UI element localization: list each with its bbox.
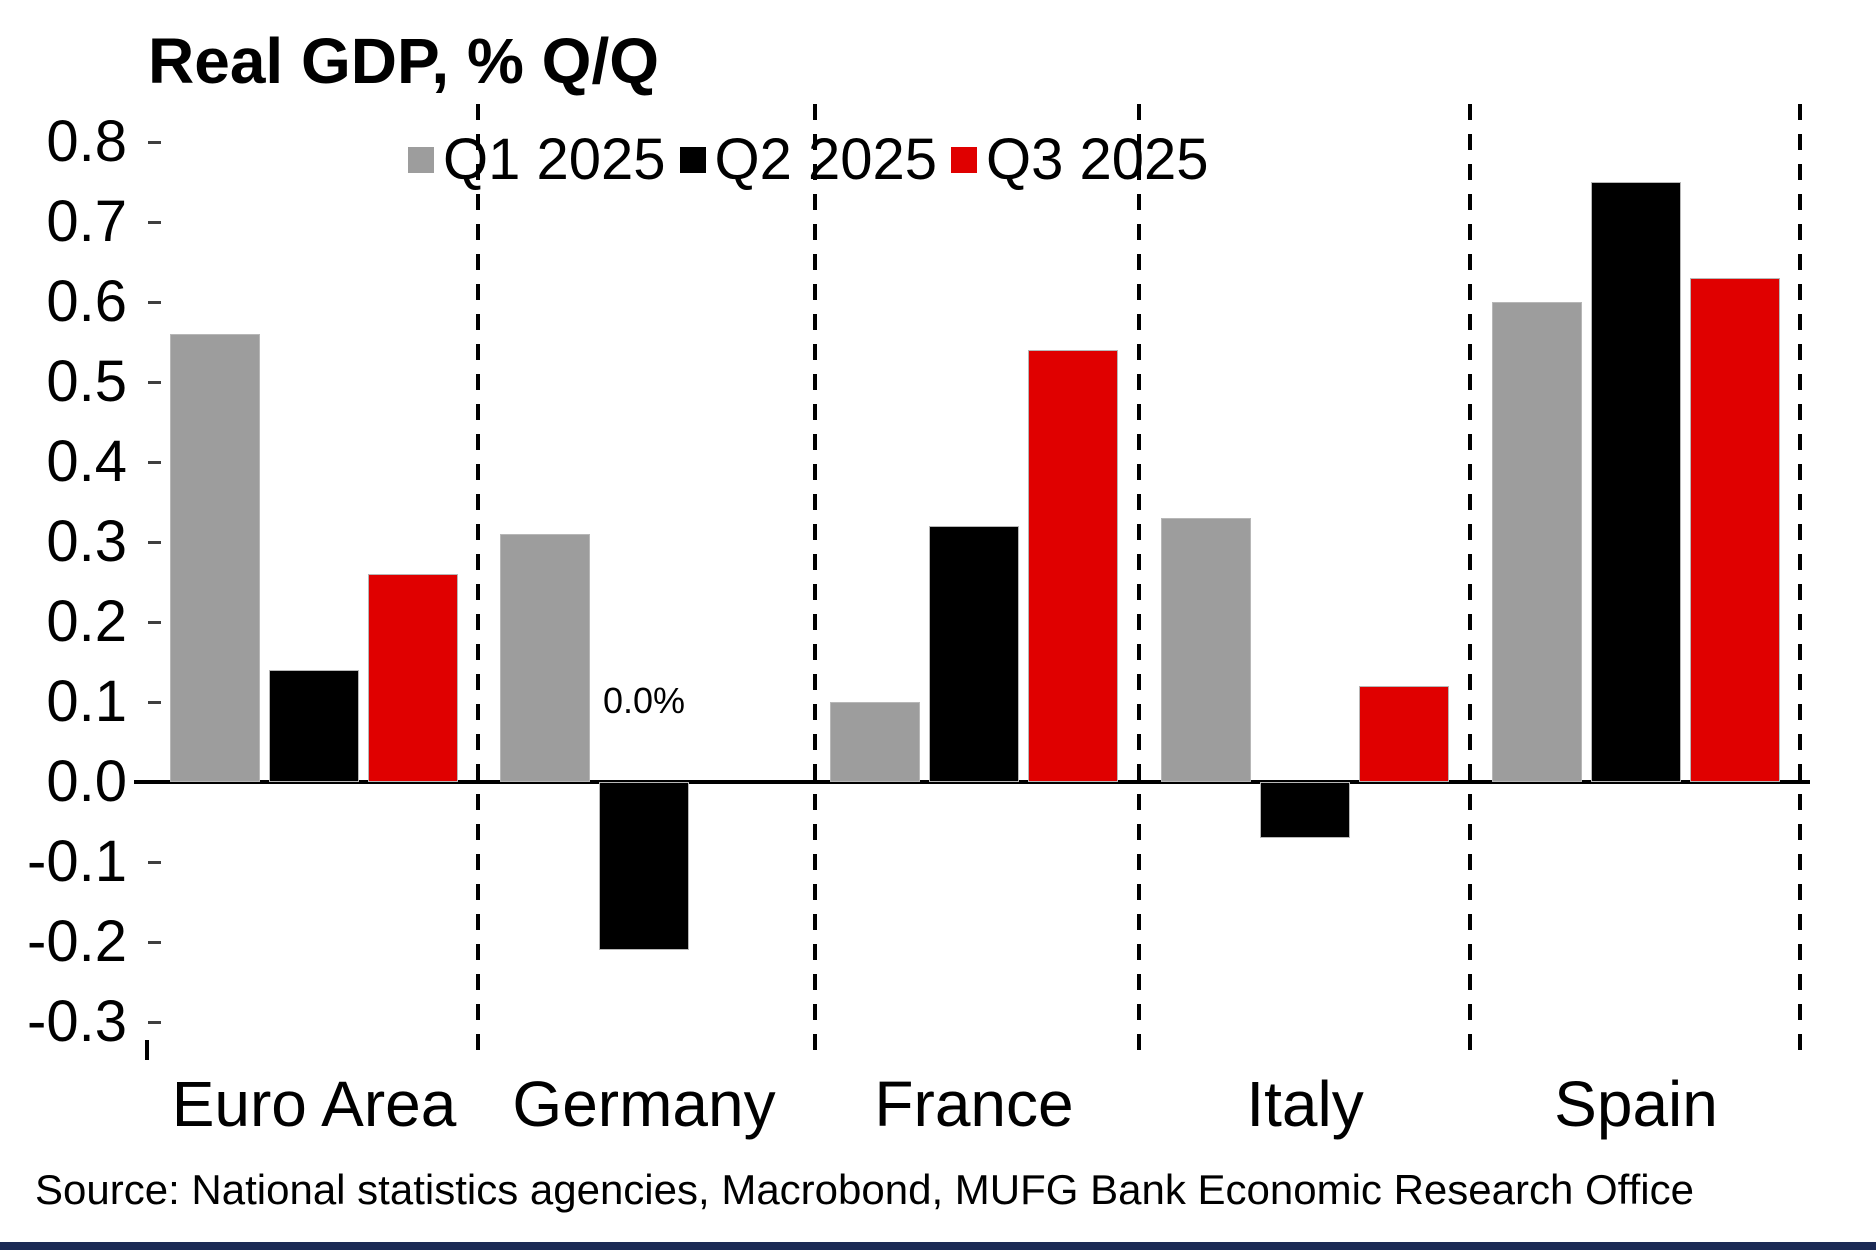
- y-axis-tick-mark: [148, 380, 161, 384]
- y-axis-tick-label: 0.5: [46, 349, 127, 414]
- y-axis-tick-mark: [148, 540, 161, 544]
- bar-germany-q1-2025: [500, 534, 590, 782]
- bar-italy-q3-2025: [1359, 686, 1449, 782]
- y-axis-tick-mark: [148, 140, 161, 144]
- x-axis-zero-line: [134, 780, 1810, 784]
- x-axis-label-spain: Spain: [1554, 1068, 1718, 1140]
- bar-euro-area-q3-2025: [368, 574, 458, 782]
- y-axis-tick-mark: [148, 460, 161, 464]
- legend-item-q1: Q1 2025: [408, 126, 666, 193]
- y-axis-tick-mark: [148, 860, 161, 864]
- category-separator-line: [476, 104, 480, 1058]
- y-axis-tick-label: 0.0: [46, 749, 127, 814]
- bar-spain-q1-2025: [1492, 302, 1582, 782]
- y-axis-tick-mark: [148, 300, 161, 304]
- y-axis-tick-mark: [148, 700, 161, 704]
- category-separator-line: [813, 104, 817, 1058]
- y-axis-tick-label: 0.4: [46, 429, 127, 494]
- x-axis-label-euro-area: Euro Area: [171, 1068, 457, 1140]
- y-axis-tick-label: 0.7: [46, 189, 127, 254]
- annotation-germany-q3-2025: 0.0%: [602, 680, 686, 721]
- bar-france-q2-2025: [929, 526, 1019, 782]
- category-separator-line: [1798, 104, 1802, 1058]
- y-axis-tick-label: 0.1: [46, 669, 127, 734]
- x-axis-label-germany: Germany: [512, 1068, 776, 1140]
- y-axis-tick-label: -0.1: [27, 829, 127, 894]
- x-axis-label-france: France: [874, 1068, 1074, 1140]
- y-axis-tick-label: 0.3: [46, 509, 127, 574]
- x-axis-label-italy: Italy: [1246, 1068, 1364, 1140]
- bar-italy-q2-2025: [1260, 782, 1350, 838]
- source-text: Source: National statistics agencies, Ma…: [35, 1166, 1694, 1213]
- legend-swatch-q3: [951, 146, 978, 173]
- y-axis-tick-label: -0.2: [27, 909, 127, 974]
- bar-france-q3-2025: [1028, 350, 1118, 782]
- bar-euro-area-q1-2025: [170, 334, 260, 782]
- bar-france-q1-2025: [830, 702, 920, 782]
- legend-label-q2: Q2 2025: [714, 127, 938, 192]
- chart-title: Real GDP, % Q/Q: [148, 25, 659, 97]
- y-axis-tick-label: -0.3: [27, 989, 127, 1054]
- bar-italy-q1-2025: [1161, 518, 1251, 782]
- category-separator-line: [1137, 104, 1141, 1058]
- legend-item-q3: Q3 2025: [951, 126, 1209, 193]
- bar-euro-area-q2-2025: [269, 670, 359, 782]
- y-axis-tick-label: 0.6: [46, 269, 127, 334]
- bar-germany-q2-2025: [599, 782, 689, 950]
- bar-spain-q3-2025: [1690, 278, 1780, 782]
- bottom-rule: [0, 1242, 1876, 1250]
- category-separator-line: [1468, 104, 1472, 1058]
- legend-label-q3: Q3 2025: [986, 127, 1209, 192]
- legend-swatch-q2: [679, 146, 706, 173]
- y-axis-tick-label: 0.8: [46, 109, 127, 174]
- legend-label-q1: Q1 2025: [443, 127, 666, 192]
- bar-spain-q2-2025: [1591, 182, 1681, 782]
- y-axis-tick-mark: [148, 1020, 161, 1024]
- legend-item-q2: Q2 2025: [679, 126, 938, 193]
- legend: Q1 2025 Q2 2025 Q3 2025: [408, 126, 1209, 193]
- x-axis-left-tick: [145, 1040, 149, 1060]
- y-axis-tick-mark: [148, 220, 161, 224]
- y-axis-tick-mark: [148, 620, 161, 624]
- y-axis-tick-label: 0.2: [46, 589, 127, 654]
- y-axis-tick-mark: [148, 940, 161, 944]
- legend-swatch-q1: [408, 146, 434, 173]
